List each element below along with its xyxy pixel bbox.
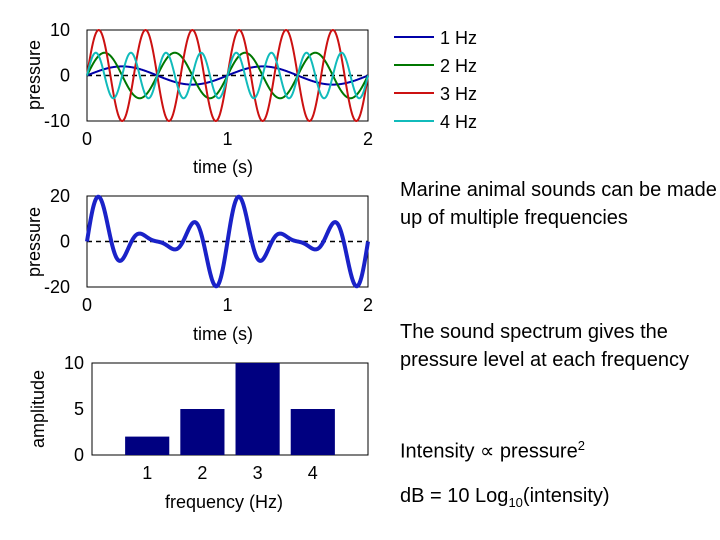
db-log-base: 10	[508, 495, 523, 510]
chart1-series-4hz	[86, 51, 369, 100]
db-formula: dB = 10 Log10(intensity)	[400, 482, 718, 517]
chart1-ytick-label: 10	[50, 20, 70, 40]
legend-label-4hz: 4 Hz	[440, 112, 477, 132]
legend-label-3hz: 3 Hz	[440, 84, 477, 104]
chart1-ylabel: pressure	[24, 40, 44, 110]
intensity-formula: Intensity ∝ pressure2	[400, 432, 718, 466]
chart2-xtick-label: 2	[363, 295, 373, 315]
chart3-axes-box	[91, 362, 369, 456]
chart2-ylabel: pressure	[24, 207, 44, 277]
chart3-xtick-label: 4	[308, 463, 318, 483]
chart1-ytick-label: 0	[60, 66, 70, 86]
chart3-xtick-label: 3	[253, 463, 263, 483]
chart3-xtick-label: 1	[142, 463, 152, 483]
chart2-ytick-label: 20	[50, 186, 70, 206]
chart3-bar-4hz	[290, 409, 335, 455]
description-sound-spectrum: The sound spectrum gives the pressure le…	[400, 321, 690, 371]
legend-label-1hz: 1 Hz	[440, 28, 477, 48]
intensity-label: Intensity	[400, 440, 475, 463]
chart1-ytick-label: -10	[44, 111, 70, 131]
chart3-ylabel: amplitude	[28, 370, 48, 448]
chart3-bar-3hz	[235, 363, 280, 455]
chart1-xlabel: time (s)	[193, 157, 253, 177]
chart2-xlabel: time (s)	[193, 324, 253, 344]
db-prefix: dB = 10 Log	[400, 485, 509, 507]
chart2-ytick-label: 0	[60, 232, 70, 252]
chart3-xtick-label: 2	[197, 463, 207, 483]
chart2-combined-wave	[85, 194, 370, 289]
chart2-ytick-label: -20	[44, 277, 70, 297]
description-multiple-frequencies: Marine animal sounds can be made up of m…	[400, 179, 717, 229]
legend-label-2hz: 2 Hz	[440, 56, 477, 76]
chart3-ytick-label: 0	[74, 445, 84, 465]
chart3-ytick-label: 10	[64, 353, 84, 373]
chart3-xlabel: frequency (Hz)	[165, 492, 283, 512]
proportional-symbol: ∝	[480, 440, 495, 463]
chart2-xtick-label: 0	[82, 295, 92, 315]
chart1-xtick-label: 1	[222, 129, 232, 149]
chart1-xtick-label: 0	[82, 129, 92, 149]
pressure-exponent: 2	[577, 438, 585, 453]
chart3-bar-2hz	[180, 409, 225, 455]
chart3-ytick-label: 5	[74, 399, 84, 419]
chart2-xtick-label: 1	[222, 295, 232, 315]
db-suffix: (intensity)	[522, 485, 610, 507]
pressure-label: pressure	[499, 440, 578, 463]
chart3-bar-1hz	[125, 436, 170, 455]
chart1-xtick-label: 2	[363, 129, 373, 149]
